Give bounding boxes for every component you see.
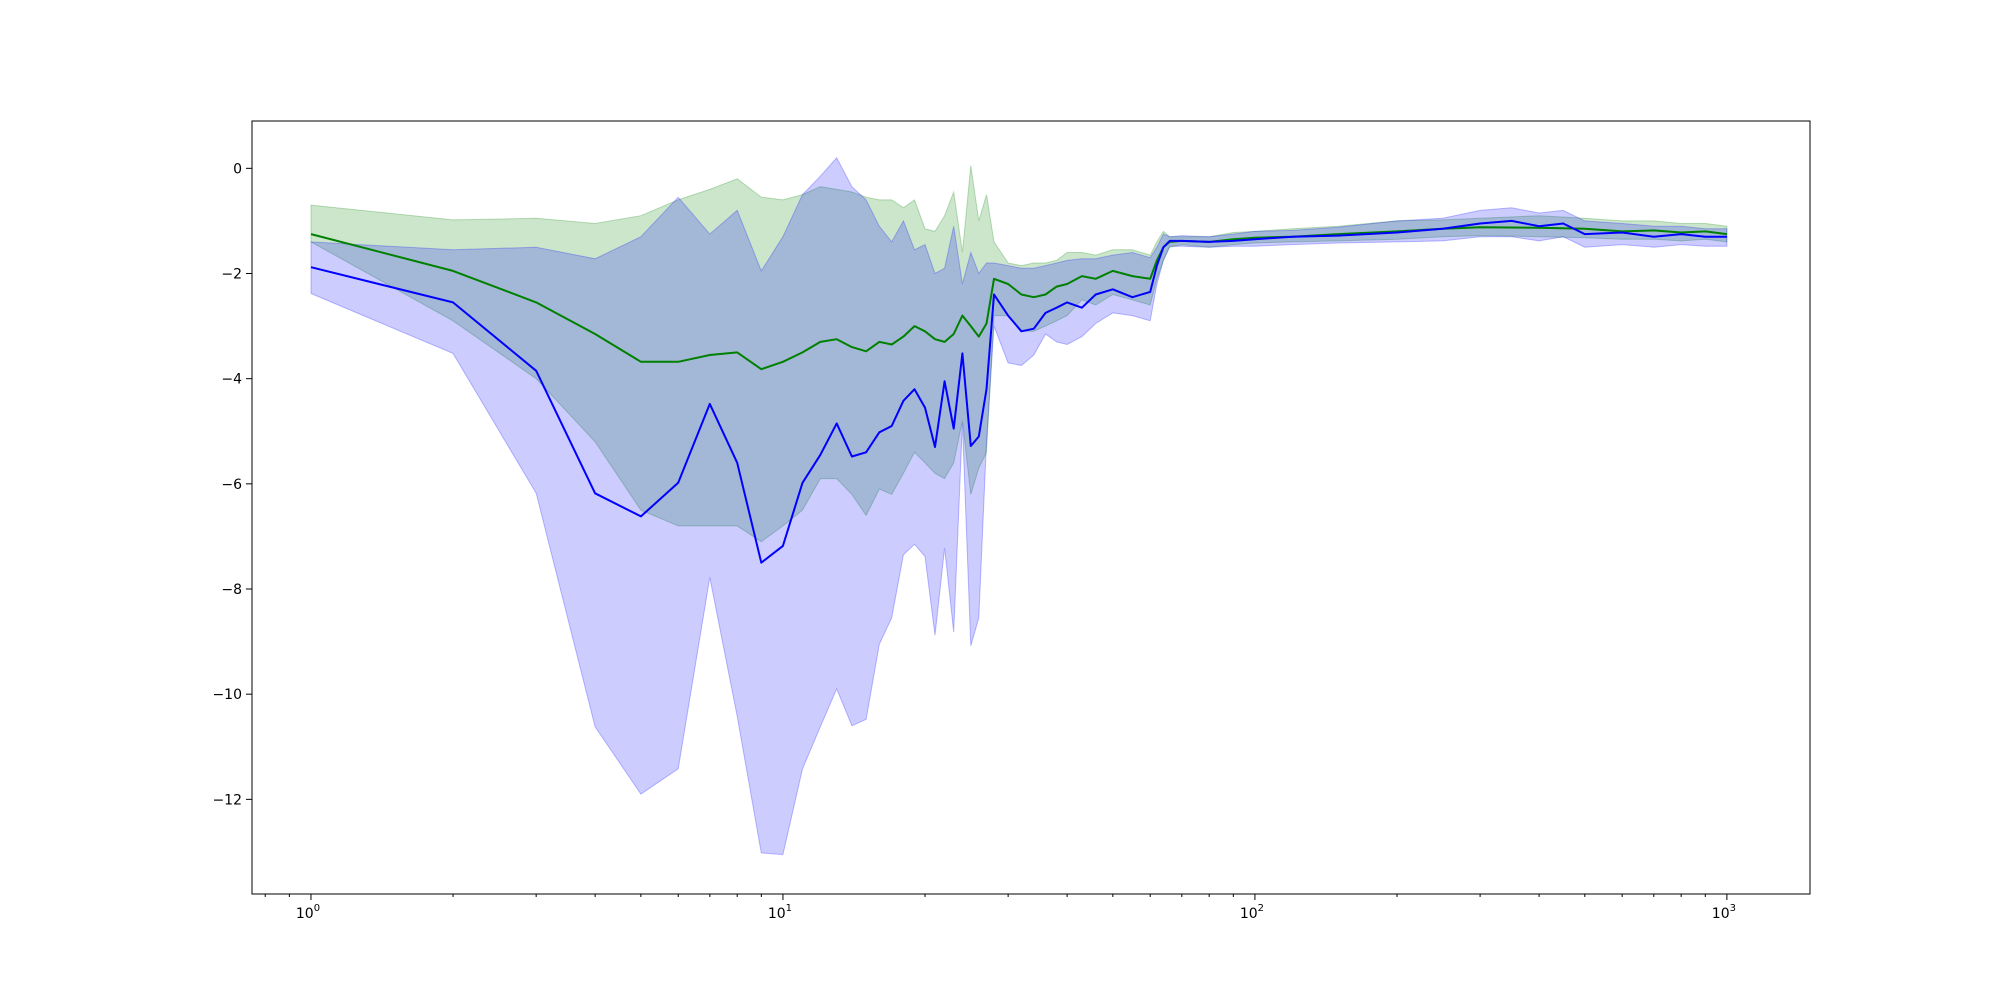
x-tick-label: 100 [296, 903, 320, 922]
series-1-band [310, 156, 1728, 856]
x-tick-label: 103 [1712, 903, 1736, 922]
y-tick-label: 0 [233, 161, 242, 177]
y-tick-label: −6 [221, 477, 242, 493]
x-axis: 100 101 102 103 [264, 894, 1736, 922]
confidence-bands [310, 156, 1728, 856]
series-lines [310, 219, 1728, 564]
y-tick-label: −12 [212, 792, 242, 808]
plot-frame [251, 120, 1811, 895]
y-tick-label: −2 [221, 266, 242, 282]
y-tick-label: −4 [221, 372, 242, 388]
series-0-band [310, 165, 1728, 543]
y-axis: 0 −2 −4 −6 −8 −10 −12 [212, 161, 252, 808]
series-0-line [310, 226, 1728, 371]
y-tick-label: −10 [212, 687, 242, 703]
x-tick-label: 102 [1240, 903, 1264, 922]
series-1-line [310, 219, 1727, 564]
y-tick-label: −8 [221, 582, 242, 598]
x-tick-label: 101 [768, 903, 792, 922]
